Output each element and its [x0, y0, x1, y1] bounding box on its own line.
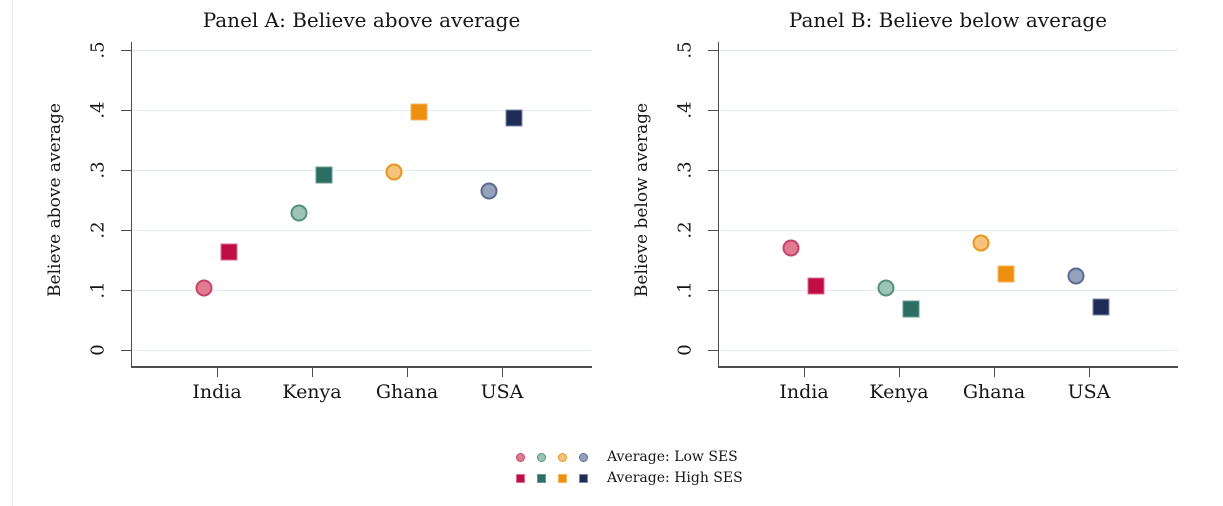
panel-a-gridline: [131, 170, 592, 171]
panel-a-x-tick: [312, 368, 313, 377]
panel-b-marker-high-india: [807, 277, 825, 295]
panel-a-x-tick: [502, 368, 503, 377]
panel-a-gridline: [131, 290, 592, 291]
panel-a-marker-low-kenya: [290, 204, 308, 222]
panel-a-y-tick: [121, 110, 131, 111]
panel-a-marker-high-kenya: [315, 166, 333, 184]
panel-a-y-tick-label: .1: [87, 281, 109, 299]
panel-b-y-tick-label: .4: [674, 101, 696, 119]
panel-a-gridline: [131, 110, 592, 111]
panel-a-y-tick-label: .2: [87, 221, 109, 239]
panel-b-y-tick: [708, 50, 718, 51]
legend-row-high-ses: Average: High SES: [516, 470, 743, 486]
panel-a-y-tick: [121, 170, 131, 171]
panel-b-title: Panel B: Believe below average: [788, 8, 1108, 32]
panel-a-y-tick: [121, 50, 131, 51]
panel-b-gridline: [718, 350, 1178, 351]
legend-square-marker: [558, 473, 567, 483]
panel-b-y-axis-line: [718, 42, 719, 367]
panel-a-gridline: [131, 350, 592, 351]
panel-a-marker-low-india: [195, 279, 213, 297]
panel-a-y-tick: [121, 230, 131, 231]
panel-b-y-tick-label: .5: [674, 41, 696, 59]
panel-a-y-axis-line: [131, 42, 132, 367]
panel-b-y-tick-label: .2: [674, 221, 696, 239]
panel-a-y-tick: [121, 350, 131, 351]
legend: Average: Low SES Average: High SES: [516, 449, 743, 486]
panel-b-marker-low-india: [782, 239, 800, 257]
panel-b-gridline: [718, 230, 1178, 231]
panel-b-marker-low-kenya: [877, 279, 895, 297]
legend-row-low-ses: Average: Low SES: [516, 449, 743, 465]
panel-b-gridline: [718, 170, 1178, 171]
panel-a-x-tick-label-ghana: Ghana: [375, 381, 439, 403]
legend-circle-marker: [558, 452, 567, 462]
panel-b-y-tick: [708, 290, 718, 291]
panel-a-gridline: [131, 230, 592, 231]
panel-a-x-tick: [217, 368, 218, 377]
panel-a-marker-high-usa: [505, 109, 523, 127]
panel-b-y-tick: [708, 170, 718, 171]
panel-b-marker-low-ghana: [972, 234, 990, 252]
panel-b-marker-high-usa: [1092, 298, 1110, 316]
panel-a-gridline: [131, 50, 592, 51]
panel-a-x-tick-label-kenya: Kenya: [282, 381, 342, 403]
panel-b-x-axis-line: [718, 366, 1178, 368]
legend-circle-marker: [537, 452, 546, 462]
panel-b-y-tick: [708, 110, 718, 111]
panel-a-x-tick: [407, 368, 408, 377]
panel-a-y-axis-label: Believe above average: [45, 103, 65, 297]
panel-a-marker-high-ghana: [410, 103, 428, 121]
panel-b-x-tick: [994, 368, 995, 377]
panel-b-x-tick: [1089, 368, 1090, 377]
panel-b-y-axis-label: Believe below average: [632, 102, 652, 298]
page-left-edge-line: [12, 0, 13, 506]
panel-b-marker-high-kenya: [902, 300, 920, 318]
legend-square-marker: [537, 473, 546, 483]
panel-a-y-tick-label: .5: [87, 41, 109, 59]
panel-b-y-tick-label: .3: [674, 161, 696, 179]
panel-a-marker-high-india: [220, 243, 238, 261]
panel-a-marker-low-usa: [480, 182, 498, 200]
panel-b-y-tick: [708, 230, 718, 231]
panel-b-x-tick-label-kenya: Kenya: [869, 381, 929, 403]
panel-b-y-tick-label: 0: [674, 344, 696, 356]
panel-a-marker-low-ghana: [385, 163, 403, 181]
legend-circle-marker: [579, 452, 588, 462]
legend-square-marker: [516, 473, 525, 483]
panel-a-x-tick-label-india: India: [192, 381, 242, 403]
panel-a-y-tick: [121, 290, 131, 291]
panel-b-y-tick-label: .1: [674, 281, 696, 299]
panel-a-x-tick-label-usa: USA: [480, 381, 524, 403]
panel-b-x-tick-label-usa: USA: [1067, 381, 1111, 403]
panel-b-x-tick: [804, 368, 805, 377]
panel-b-marker-high-ghana: [997, 265, 1015, 283]
legend-circle-marker: [516, 452, 525, 462]
legend-label: Average: High SES: [607, 470, 743, 486]
panel-b-y-tick: [708, 350, 718, 351]
panel-a-y-tick-label: 0: [87, 344, 109, 356]
panel-a-y-tick-label: .3: [87, 161, 109, 179]
legend-square-marker: [579, 473, 588, 483]
panel-b-gridline: [718, 110, 1178, 111]
panel-b-x-tick: [899, 368, 900, 377]
panel-b-x-tick-label-ghana: Ghana: [962, 381, 1026, 403]
panel-b-gridline: [718, 290, 1178, 291]
legend-label: Average: Low SES: [607, 449, 738, 465]
panel-a-x-axis-line: [131, 366, 592, 368]
panel-a-title: Panel A: Believe above average: [202, 8, 521, 32]
panel-a-y-tick-label: .4: [87, 101, 109, 119]
panel-b-gridline: [718, 50, 1178, 51]
panel-b-marker-low-usa: [1067, 267, 1085, 285]
panel-b-x-tick-label-india: India: [779, 381, 829, 403]
